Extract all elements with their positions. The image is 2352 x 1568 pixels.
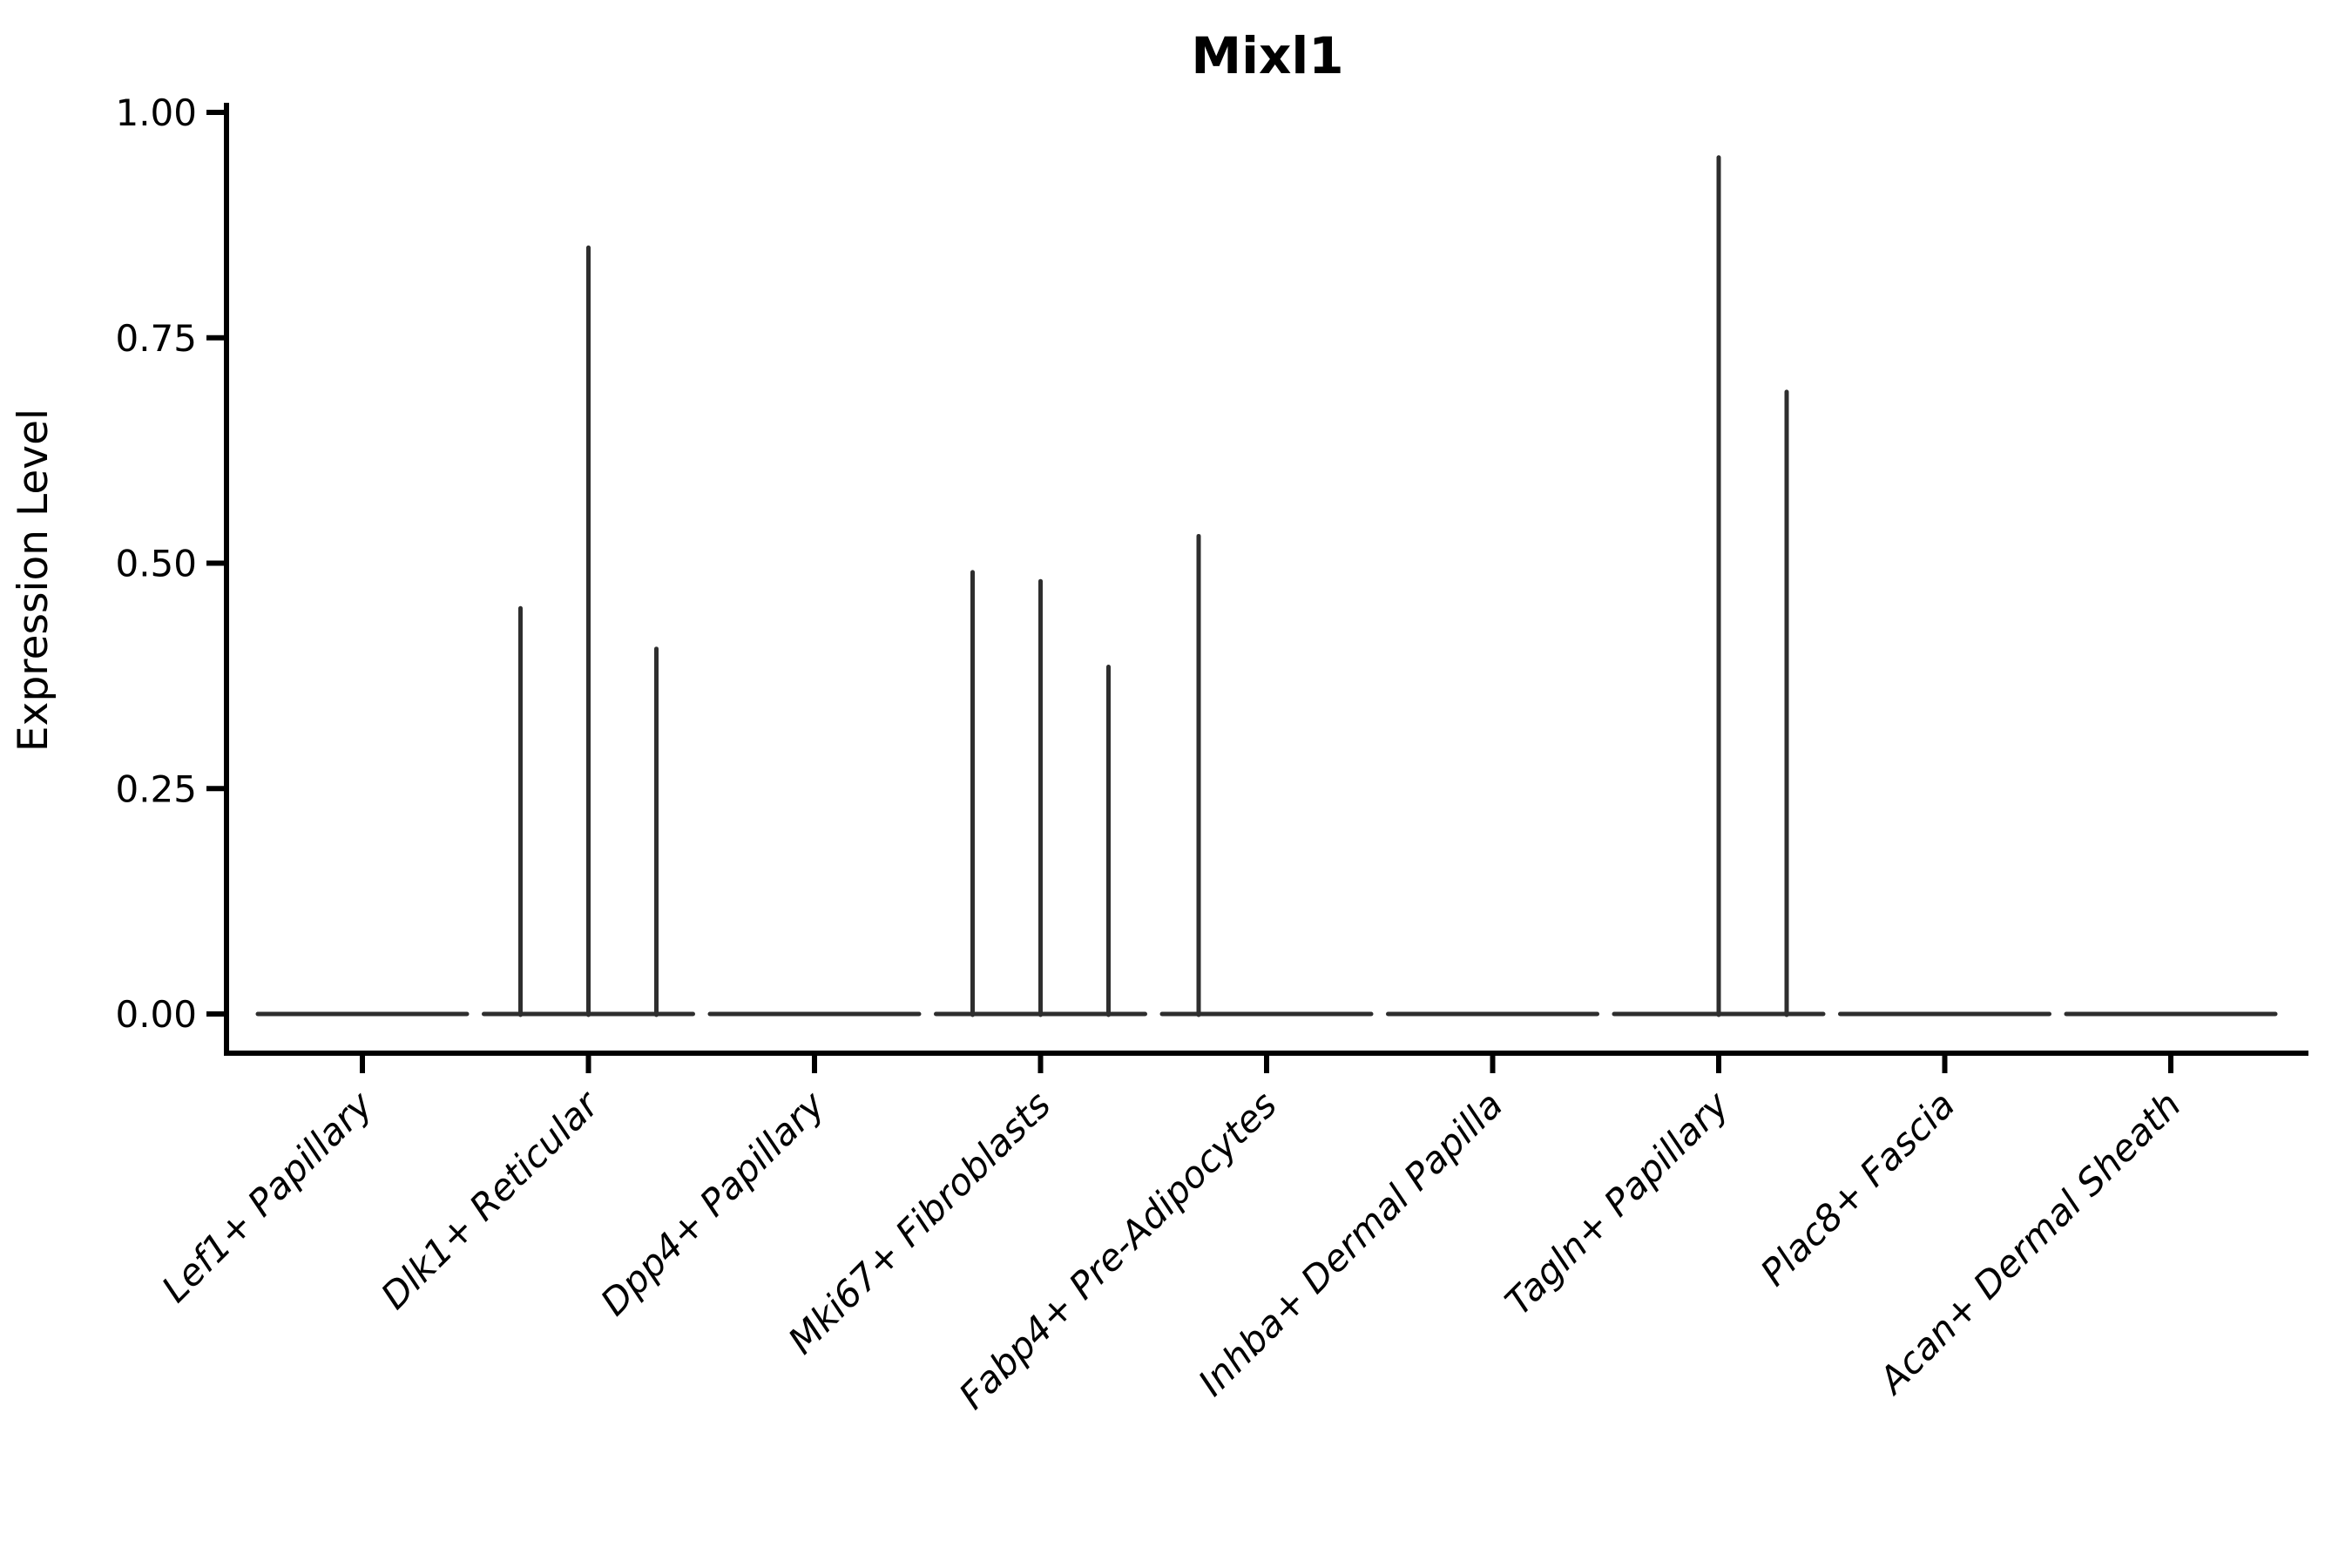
violin-7: [1612, 155, 1826, 1017]
violin-2: [482, 245, 695, 1017]
violin-4: [934, 570, 1147, 1017]
x-tick-label: Lef1+ Papillary: [153, 1083, 382, 1311]
axes-layer: [206, 103, 2308, 1073]
y-axis-label: Expression Level: [10, 409, 57, 752]
y-tick-label: 0.75: [115, 317, 197, 360]
y-tick-label: 0.50: [115, 543, 197, 585]
x-tick-label: Dpp4+ Papillary: [592, 1083, 834, 1324]
x-tick-label: Plac8+ Fascia: [1752, 1083, 1963, 1294]
chart-title: Mixl1: [1191, 26, 1343, 85]
x-tick-label: Tagln+ Papillary: [1497, 1083, 1738, 1324]
violin-5: [1159, 533, 1374, 1017]
y-tick-label: 0.25: [115, 767, 197, 810]
violin-layer: [255, 155, 2278, 1017]
x-tick-label: Dlk1+ Reticular: [373, 1081, 609, 1317]
y-tick-label: 0.00: [115, 993, 197, 1036]
y-tick-label: 1.00: [115, 91, 197, 134]
tick-label-layer: 0.00 0.25 0.50 0.75 1.00 Lef1+ PapillaryDlk1+…: [115, 91, 2189, 1417]
